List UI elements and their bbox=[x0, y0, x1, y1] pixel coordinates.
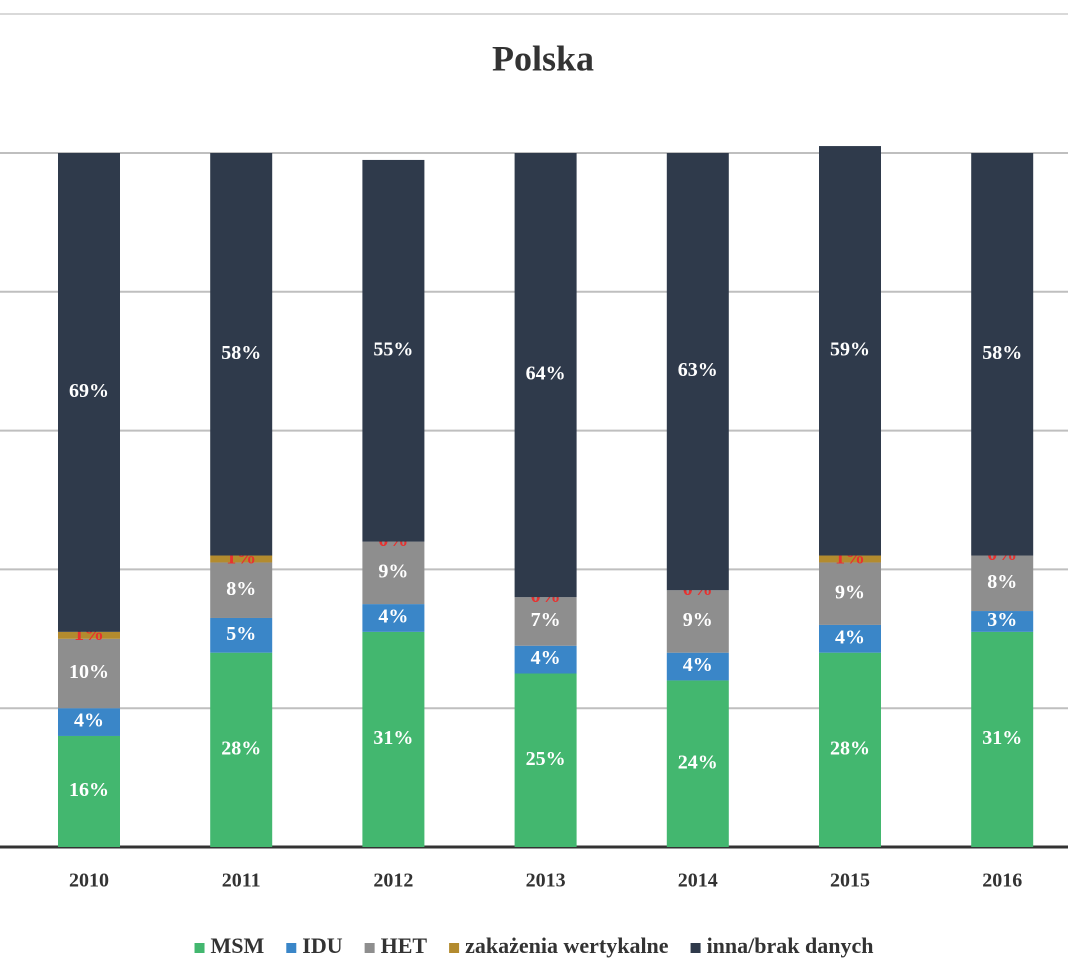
data-label: 3% bbox=[987, 609, 1017, 631]
data-label: 9% bbox=[378, 560, 408, 582]
x-tick-label: 2013 bbox=[526, 870, 566, 892]
chart-title: Polska bbox=[492, 38, 594, 78]
bar-segment bbox=[58, 153, 120, 632]
legend-swatch bbox=[690, 943, 701, 953]
bar-segment bbox=[666, 680, 729, 847]
data-label: 4% bbox=[378, 606, 408, 628]
legend-label: inna/brak danych bbox=[707, 933, 874, 958]
bar-segment bbox=[819, 562, 881, 625]
bar-segment bbox=[819, 146, 881, 556]
data-label: 58% bbox=[221, 342, 261, 364]
legend-swatch bbox=[286, 943, 297, 953]
data-label: 7% bbox=[531, 609, 561, 631]
bar-segment bbox=[362, 159, 425, 542]
data-label: 25% bbox=[526, 748, 566, 770]
bar-segment bbox=[210, 617, 273, 653]
data-label: 5% bbox=[226, 623, 256, 645]
bar-segment bbox=[666, 153, 729, 591]
legend-label: IDU bbox=[302, 933, 342, 958]
data-label: 9% bbox=[683, 609, 713, 631]
data-label: 28% bbox=[830, 737, 870, 759]
bar-segment bbox=[58, 708, 120, 736]
data-label: 31% bbox=[982, 727, 1022, 749]
data-label: 64% bbox=[526, 363, 566, 385]
data-label: 59% bbox=[830, 338, 870, 360]
bar-segment bbox=[971, 153, 1034, 556]
bar-segment bbox=[514, 597, 577, 646]
x-tick-label: 2011 bbox=[222, 870, 261, 892]
data-label: 4% bbox=[683, 654, 713, 676]
bar-segment bbox=[58, 735, 120, 847]
data-label: 4% bbox=[531, 647, 561, 669]
legend-swatch bbox=[194, 943, 205, 953]
bar-segment bbox=[210, 153, 273, 556]
bar-segment bbox=[819, 624, 881, 653]
bar-segment bbox=[514, 153, 577, 598]
bar-segment bbox=[514, 645, 577, 674]
data-label: 4% bbox=[835, 626, 865, 648]
bar-segment bbox=[971, 631, 1034, 847]
data-label: 16% bbox=[69, 779, 109, 801]
bar-segment bbox=[971, 611, 1034, 632]
bar-segment bbox=[58, 631, 120, 639]
data-label: 8% bbox=[226, 578, 256, 600]
bar-segment bbox=[514, 673, 577, 847]
bar-segment bbox=[210, 555, 273, 563]
data-label: 28% bbox=[221, 737, 261, 759]
data-label: 8% bbox=[987, 571, 1017, 593]
data-label: 10% bbox=[69, 661, 109, 683]
data-label: 58% bbox=[982, 342, 1022, 364]
legend-swatch bbox=[449, 943, 460, 953]
x-tick-label: 2012 bbox=[373, 870, 413, 892]
legend-label: MSM bbox=[211, 933, 265, 958]
bar-segment bbox=[362, 604, 425, 632]
x-tick-label: 2010 bbox=[69, 870, 109, 892]
bar-segment bbox=[210, 562, 273, 618]
data-label: 63% bbox=[678, 359, 718, 381]
x-tick-label: 2014 bbox=[678, 870, 718, 892]
data-label: 55% bbox=[373, 338, 413, 360]
data-label: 69% bbox=[69, 380, 109, 402]
legend-label: HET bbox=[381, 933, 428, 958]
bar-segment bbox=[362, 541, 425, 605]
data-label: 9% bbox=[835, 581, 865, 603]
bar-segment bbox=[819, 555, 881, 563]
bar-segment bbox=[971, 555, 1034, 612]
bar-segment bbox=[819, 652, 881, 847]
data-label: 31% bbox=[373, 727, 413, 749]
x-tick-label: 2015 bbox=[830, 870, 870, 892]
data-label: 4% bbox=[74, 710, 104, 732]
bar-segment bbox=[58, 638, 120, 709]
bar-segment bbox=[362, 631, 425, 847]
data-label: 24% bbox=[678, 751, 718, 773]
bar-segment bbox=[666, 652, 729, 681]
x-tick-label: 2016 bbox=[982, 870, 1022, 892]
legend-label: zakażenia wertykalne bbox=[465, 933, 669, 958]
bar-segment bbox=[210, 652, 273, 847]
legend-swatch bbox=[364, 943, 375, 953]
bar-segment bbox=[666, 590, 729, 653]
